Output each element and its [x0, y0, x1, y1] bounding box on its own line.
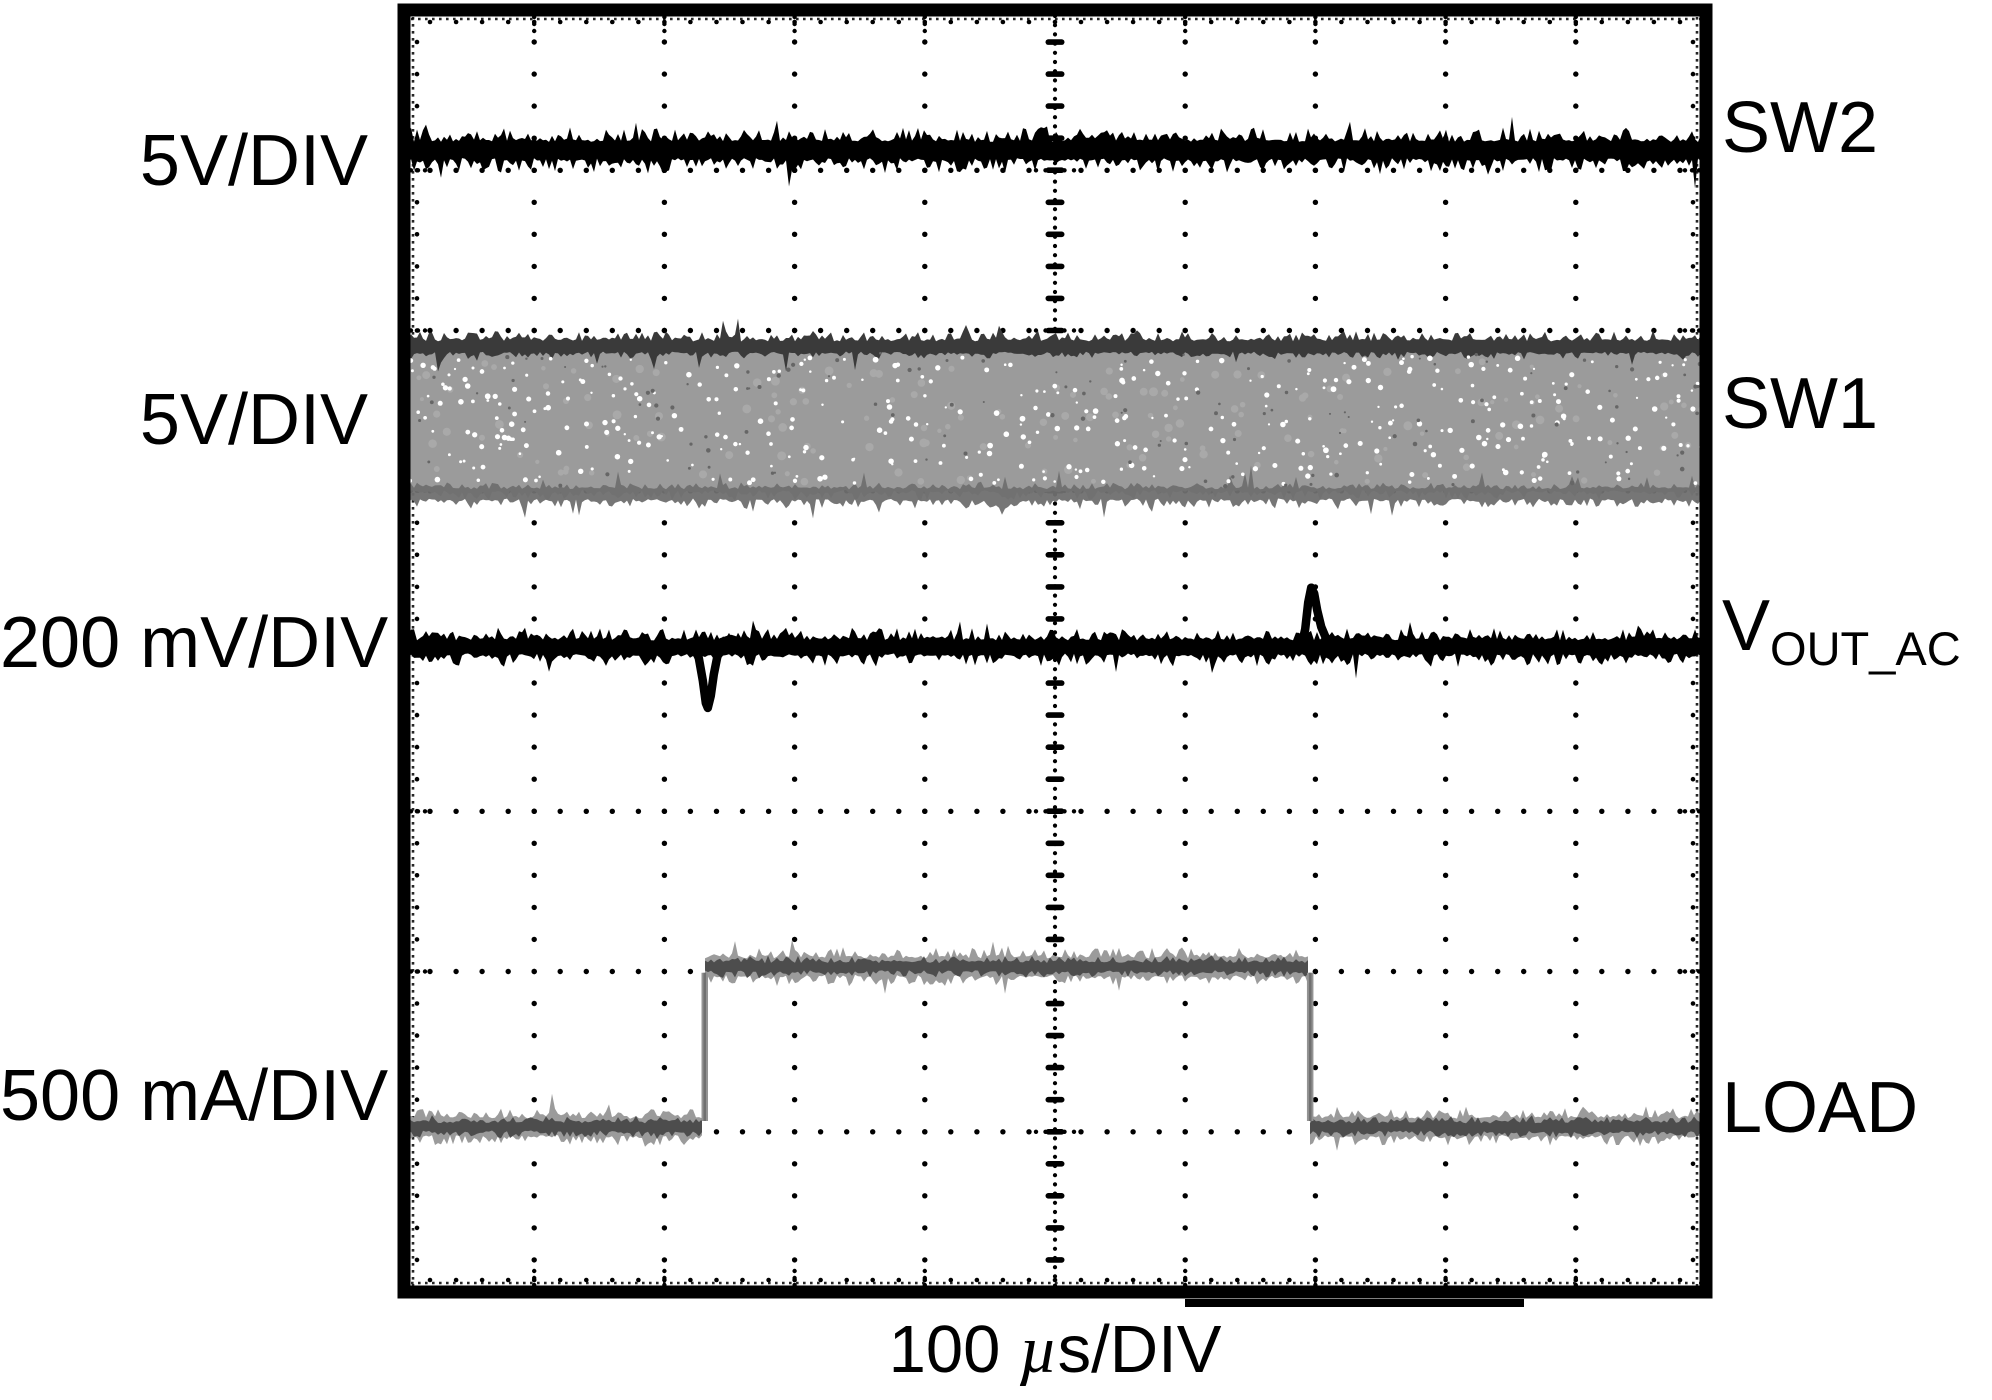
scale-label-load: 500 mA/DIV	[0, 1056, 389, 1136]
trace-label-load: LOAD	[1722, 1068, 1919, 1148]
scale-label-sw2: 5V/DIV	[139, 121, 368, 201]
vout-label-main: V	[1722, 586, 1771, 666]
mu-symbol: µ	[1018, 1313, 1058, 1387]
time-axis-prefix: 100	[888, 1312, 1019, 1387]
trace-sw2	[408, 116, 1701, 189]
scale-label-vout: 200 mV/DIV	[0, 603, 389, 683]
trace-vout-ac	[408, 583, 1701, 713]
border-artifact-line	[1185, 1299, 1524, 1307]
graticule-border	[397, 3, 1713, 1299]
time-axis-suffix: s/DIV	[1057, 1312, 1222, 1387]
trace-label-vout: VOUT_AC	[1722, 584, 1961, 676]
vout-label-subscript: OUT_AC	[1770, 622, 1961, 675]
scale-label-sw1: 5V/DIV	[139, 380, 368, 460]
time-axis-label: 100 µs/DIV	[404, 1308, 1706, 1392]
trace-sw1	[408, 318, 1707, 519]
trace-label-sw2: SW2	[1722, 88, 1879, 168]
trace-label-sw1: SW1	[1722, 364, 1879, 444]
trace-load	[408, 939, 1700, 1151]
